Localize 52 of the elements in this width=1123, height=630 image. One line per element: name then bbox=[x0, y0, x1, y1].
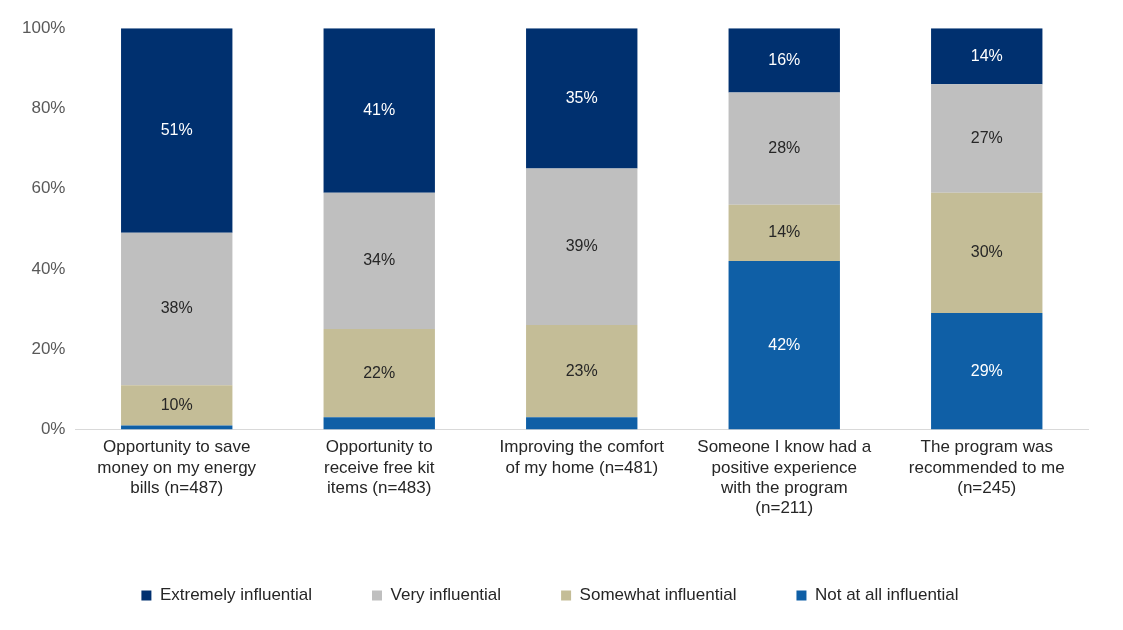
bar bbox=[526, 417, 638, 430]
data-label: 29% bbox=[970, 361, 1003, 379]
data-label: 39% bbox=[565, 237, 598, 255]
x-tick-label: Someone I know had a positive experience with the program (n=211) bbox=[697, 437, 872, 518]
bar bbox=[728, 204, 840, 261]
data-label: 38% bbox=[160, 299, 193, 317]
bar bbox=[728, 92, 840, 205]
bar bbox=[323, 417, 435, 430]
data-label: 27% bbox=[970, 128, 1003, 146]
bar bbox=[526, 28, 638, 169]
y-tick-label: 0% bbox=[40, 419, 66, 439]
bar bbox=[323, 329, 435, 418]
legend-label: Very influential bbox=[390, 585, 502, 605]
bar bbox=[121, 28, 233, 233]
data-label: 14% bbox=[768, 223, 801, 241]
x-tick-label: Opportunity to save money on my energy bills (n=487) bbox=[97, 437, 257, 498]
bar bbox=[728, 260, 840, 430]
y-tick-label: 60% bbox=[31, 178, 66, 198]
bar bbox=[931, 28, 1043, 85]
bar bbox=[323, 192, 435, 330]
data-label: 42% bbox=[768, 335, 801, 353]
data-label: 14% bbox=[970, 46, 1003, 64]
bar bbox=[931, 192, 1043, 314]
x-tick-label: The program was recommended to me (n=245) bbox=[908, 437, 1065, 498]
y-tick-label: 40% bbox=[31, 258, 66, 278]
data-label: 28% bbox=[768, 138, 801, 156]
bar bbox=[931, 84, 1043, 193]
bar bbox=[728, 28, 840, 93]
bar bbox=[931, 313, 1043, 430]
data-label: 23% bbox=[565, 361, 598, 379]
bar bbox=[121, 232, 233, 386]
data-label: 30% bbox=[970, 243, 1003, 261]
data-label: 34% bbox=[363, 251, 396, 269]
legend-label: Somewhat influential bbox=[579, 585, 737, 605]
data-label: 16% bbox=[768, 50, 801, 68]
bar bbox=[526, 325, 638, 418]
data-label: 35% bbox=[565, 88, 598, 106]
data-label: 10% bbox=[160, 395, 193, 413]
y-tick-label: 100% bbox=[22, 17, 66, 37]
bar bbox=[121, 385, 233, 426]
data-label: 22% bbox=[363, 363, 396, 381]
bar bbox=[323, 28, 435, 193]
x-tick-label: Improving the comfort of my home (n=481) bbox=[499, 437, 665, 477]
y-tick-label: 20% bbox=[31, 338, 66, 358]
data-label: 51% bbox=[160, 120, 193, 138]
legend-label: Extremely influential bbox=[159, 585, 313, 605]
x-tick-label: Opportunity to receive free kit items (n=483) bbox=[323, 437, 435, 498]
legend-label: Not at all influential bbox=[814, 585, 959, 605]
bar bbox=[121, 425, 233, 430]
bar bbox=[526, 168, 638, 326]
data-label: 41% bbox=[363, 100, 396, 118]
y-tick-label: 80% bbox=[31, 98, 66, 118]
